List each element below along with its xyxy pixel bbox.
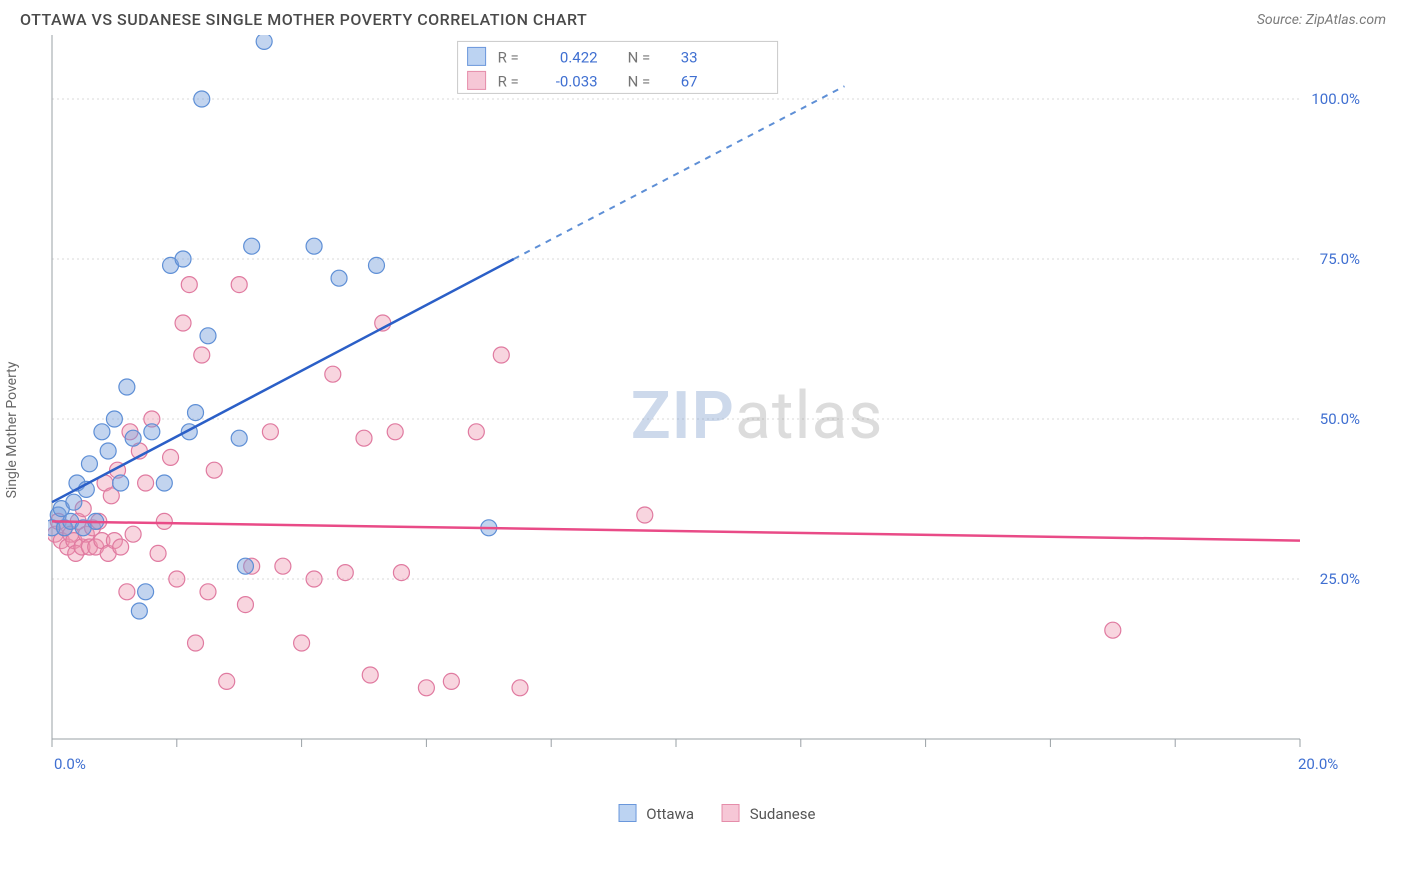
- point-sudanese: [156, 513, 172, 529]
- point-ottawa: [119, 379, 135, 395]
- point-ottawa: [256, 35, 272, 49]
- point-ottawa: [125, 430, 141, 446]
- legend-label-sudanese: Sudanese: [750, 805, 816, 823]
- stat-r-label-sudanese: R =: [498, 72, 519, 90]
- point-ottawa: [81, 456, 97, 472]
- source-label: Source: ZipAtlas.com: [1257, 12, 1386, 28]
- chart-title: OTTAWA VS SUDANESE SINGLE MOTHER POVERTY…: [20, 10, 587, 29]
- point-ottawa: [331, 270, 347, 286]
- point-sudanese: [119, 584, 135, 600]
- trendline-ottawa-dash: [514, 86, 845, 259]
- point-sudanese: [418, 680, 434, 696]
- point-sudanese: [356, 430, 372, 446]
- point-sudanese: [181, 277, 197, 293]
- point-sudanese: [206, 462, 222, 478]
- legend-item-sudanese: Sudanese: [722, 804, 815, 823]
- point-sudanese: [150, 545, 166, 561]
- point-ottawa: [94, 424, 110, 440]
- point-sudanese: [175, 315, 191, 331]
- legend-swatch-ottawa: [619, 804, 637, 822]
- stat-n-label-ottawa: N =: [628, 48, 651, 66]
- point-ottawa: [100, 443, 116, 459]
- point-ottawa: [231, 430, 247, 446]
- point-sudanese: [493, 347, 509, 363]
- x-tick-label-first: 0.0%: [54, 755, 86, 773]
- point-sudanese: [237, 597, 253, 613]
- point-sudanese: [443, 673, 459, 689]
- point-sudanese: [294, 635, 310, 651]
- point-sudanese: [637, 507, 653, 523]
- point-sudanese: [231, 277, 247, 293]
- y-axis-label: Single Mother Poverty: [4, 362, 20, 499]
- point-sudanese: [219, 673, 235, 689]
- point-sudanese: [468, 424, 484, 440]
- y-tick-label: 75.0%: [1320, 250, 1360, 268]
- point-sudanese: [194, 347, 210, 363]
- point-sudanese: [362, 667, 378, 683]
- point-ottawa: [66, 494, 82, 510]
- point-ottawa: [237, 558, 253, 574]
- point-ottawa: [188, 405, 204, 421]
- point-ottawa: [113, 475, 129, 491]
- point-sudanese: [275, 558, 291, 574]
- point-ottawa: [200, 328, 216, 344]
- point-ottawa: [131, 603, 147, 619]
- point-sudanese: [188, 635, 204, 651]
- point-sudanese: [138, 475, 154, 491]
- point-sudanese: [163, 449, 179, 465]
- legend-swatch-sudanese: [722, 804, 740, 822]
- point-sudanese: [200, 584, 216, 600]
- legend-label-ottawa: Ottawa: [646, 805, 694, 823]
- point-ottawa: [106, 411, 122, 427]
- x-tick-label-last: 20.0%: [1298, 755, 1338, 773]
- scatter-plot: 25.0% 50.0% 75.0% 100.0% ZIPatlas 0.0% 20.0% R …: [48, 35, 1368, 795]
- stat-r-label-ottawa: R =: [498, 48, 519, 66]
- point-sudanese: [113, 539, 129, 555]
- point-sudanese: [125, 526, 141, 542]
- bottom-legend: Ottawa Sudanese: [619, 804, 816, 823]
- point-sudanese: [393, 565, 409, 581]
- point-ottawa: [138, 584, 154, 600]
- chart-container: Single Mother Poverty 25.0%50.0%75.0%100…: [48, 35, 1386, 825]
- point-ottawa: [175, 251, 191, 267]
- point-sudanese: [325, 366, 341, 382]
- stat-n-label-sudanese: N =: [628, 72, 651, 90]
- point-sudanese: [306, 571, 322, 587]
- stat-n-value-sudanese: 67: [681, 72, 698, 90]
- point-sudanese: [1105, 622, 1121, 638]
- stat-n-value-ottawa: 33: [681, 48, 698, 66]
- watermark: ZIPatlas: [631, 378, 884, 455]
- stat-r-value-sudanese: -0.033: [556, 72, 598, 90]
- point-ottawa: [306, 238, 322, 254]
- stat-swatch-ottawa: [468, 47, 486, 65]
- trendline-sudanese: [52, 521, 1300, 540]
- legend-item-ottawa: Ottawa: [619, 804, 694, 823]
- y-tick-label: 50.0%: [1320, 410, 1360, 428]
- point-ottawa: [244, 238, 260, 254]
- y-tick-label: 100.0%: [1311, 90, 1360, 108]
- y-tick-label: 25.0%: [1320, 570, 1360, 588]
- point-ottawa: [368, 257, 384, 273]
- point-ottawa: [144, 424, 160, 440]
- stat-r-value-ottawa: 0.422: [560, 48, 598, 66]
- point-sudanese: [387, 424, 403, 440]
- point-sudanese: [169, 571, 185, 587]
- stat-swatch-sudanese: [468, 71, 486, 89]
- point-ottawa: [194, 91, 210, 107]
- point-sudanese: [337, 565, 353, 581]
- point-sudanese: [262, 424, 278, 440]
- point-sudanese: [512, 680, 528, 696]
- point-ottawa: [156, 475, 172, 491]
